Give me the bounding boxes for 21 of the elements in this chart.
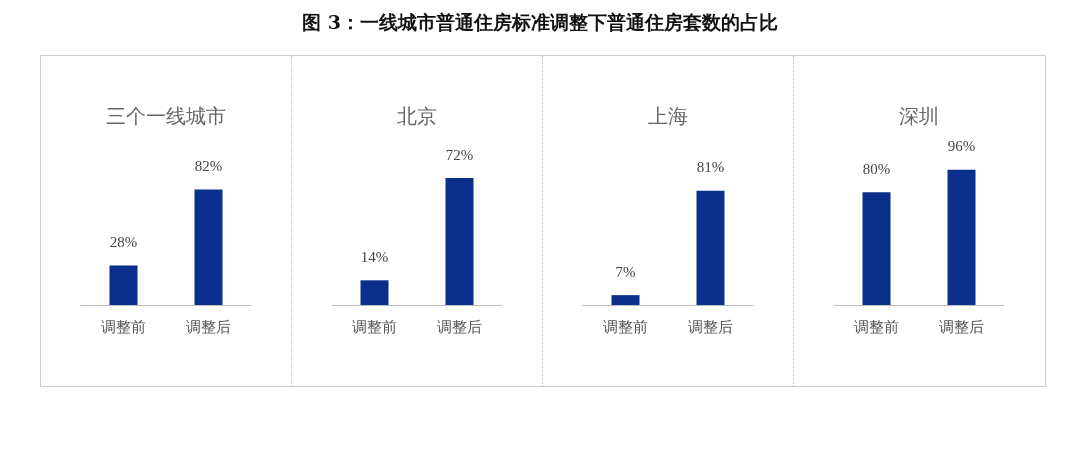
x-tick-label: 调整前 [101,318,146,335]
data-label: 96% [947,138,976,155]
x-tick-label: 调整后 [688,318,733,335]
data-label: 28% [109,234,138,251]
x-tick-label: 调整后 [437,318,482,335]
x-tick-label: 调整后 [186,318,231,335]
x-tick-label: 调整前 [352,318,397,335]
data-label: 80% [862,160,891,177]
text: 图 3：一线城市普通住房标准调整下普通住房套数的占比 [301,10,779,35]
chart-title: 上海 [648,104,688,128]
x-tick-label: 调整前 [603,318,648,335]
data-label: 72% [445,146,474,163]
data-label: 7% [615,263,636,280]
chart-title: 三个一线城市 [106,104,226,128]
data-label: 81% [696,159,725,176]
x-tick-label: 调整后 [939,318,984,335]
chart-title: 深圳 [899,104,939,128]
chart-title: 北京 [397,104,437,128]
data-label: 82% [194,157,223,174]
x-tick-label: 调整前 [854,318,899,335]
data-label: 14% [360,248,389,265]
